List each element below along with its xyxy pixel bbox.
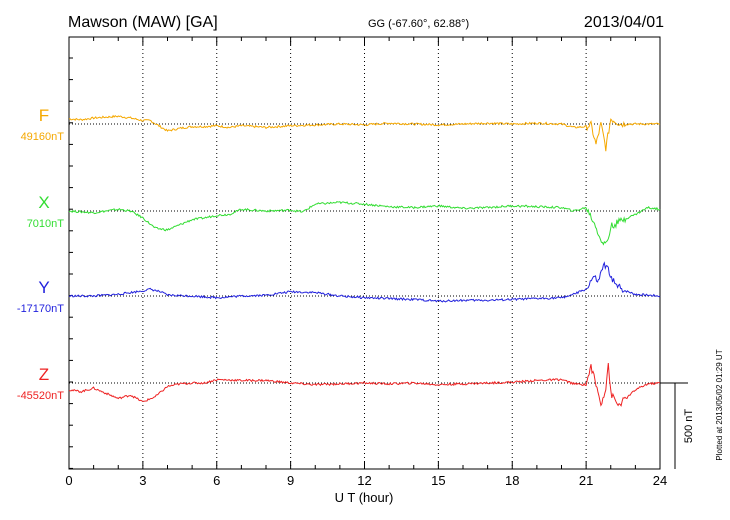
- series-line-y: [68, 261, 661, 303]
- series-line-f: [68, 114, 661, 152]
- series-baseline-label-x: 7010nT: [27, 218, 65, 230]
- x-tick-label-24: 24: [653, 473, 667, 488]
- series-name-x: X: [38, 193, 49, 212]
- x-tick-label-18: 18: [505, 473, 519, 488]
- scale-bar: 500 nT: [660, 382, 695, 469]
- plotted-note: Plotted at 2013/05/02 01:29 UT: [715, 349, 724, 460]
- series-lines: [68, 114, 661, 407]
- series-baseline-label-z: -45520nT: [17, 390, 64, 402]
- x-tick-label-3: 3: [139, 473, 146, 488]
- x-tick-label-9: 9: [287, 473, 294, 488]
- grid-lines: [142, 37, 587, 469]
- x-axis-title: U T (hour): [335, 490, 394, 505]
- series-line-x: [68, 201, 661, 246]
- x-tick-label-6: 6: [213, 473, 220, 488]
- series-name-f: F: [39, 106, 49, 125]
- x-tick-label-15: 15: [431, 473, 445, 488]
- series-labels: F 49160nT X 7010nT Y -17170nT Z -45520nT: [17, 106, 64, 402]
- axis-ticks: [68, 37, 661, 469]
- series-baseline-label-f: 49160nT: [21, 131, 65, 143]
- x-tick-label-0: 0: [65, 473, 72, 488]
- date-label: 2013/04/01: [584, 14, 664, 31]
- scale-bar-label: 500 nT: [683, 409, 695, 444]
- series-name-y: Y: [38, 278, 49, 297]
- station-title: Mawson (MAW) [GA]: [68, 14, 218, 31]
- geographic-coords: GG (-67.60°, 62.88°): [368, 18, 469, 30]
- series-name-z: Z: [39, 365, 49, 384]
- series-line-z: [68, 362, 661, 407]
- x-tick-label-21: 21: [579, 473, 593, 488]
- x-tick-labels: 0 3 6 9 12 15 18 21 24: [65, 473, 667, 488]
- series-baseline-label-y: -17170nT: [17, 303, 64, 315]
- x-tick-label-12: 12: [357, 473, 371, 488]
